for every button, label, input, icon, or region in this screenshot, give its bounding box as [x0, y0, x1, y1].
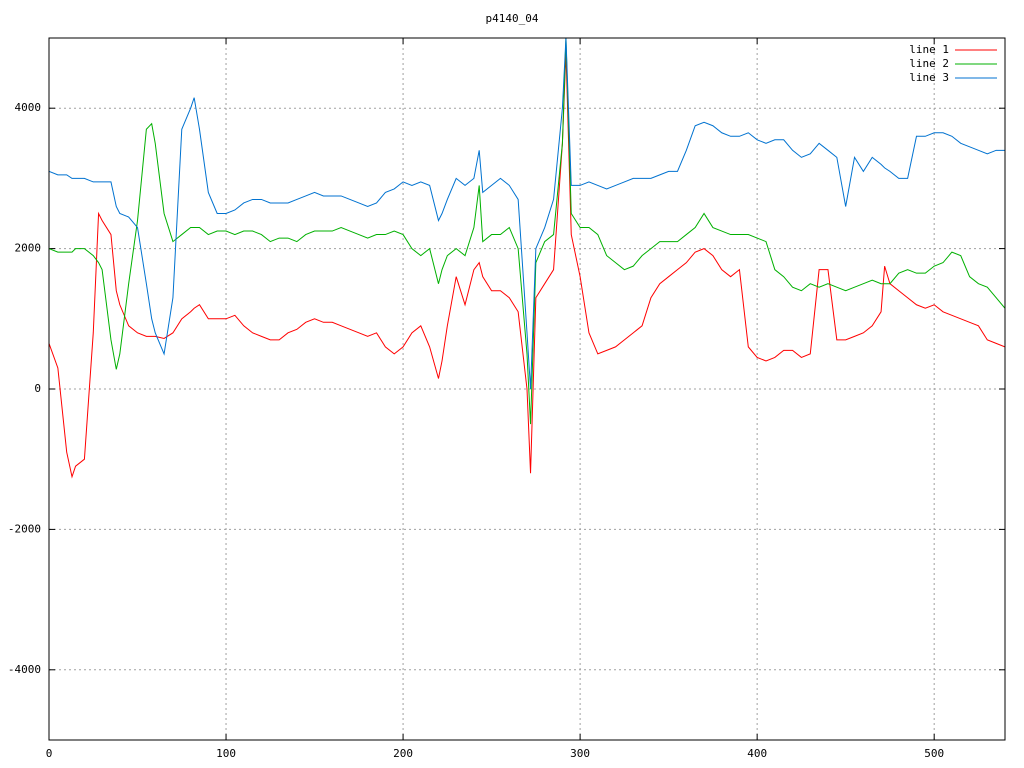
data-line: [49, 38, 1005, 425]
legend-label: line 3: [909, 71, 949, 84]
x-tick-label: 0: [46, 747, 53, 760]
y-tick-label: -4000: [8, 663, 41, 676]
y-tick-label: 4000: [15, 101, 42, 114]
x-tick-label: 200: [393, 747, 413, 760]
plot-area: [49, 38, 1005, 479]
data-line: [49, 38, 1005, 390]
y-tick-label: 0: [34, 382, 41, 395]
chart-title: p4140_04: [486, 12, 539, 25]
y-tick-label: 2000: [15, 242, 42, 255]
x-tick-label: 300: [570, 747, 590, 760]
x-tick-label: 100: [216, 747, 236, 760]
legend-label: line 1: [909, 43, 949, 56]
x-tick-label: 500: [924, 747, 944, 760]
plot-frame: [48, 37, 1006, 741]
legend-label: line 2: [909, 57, 949, 70]
y-tick-label: -2000: [8, 522, 41, 535]
x-tick-label: 400: [747, 747, 767, 760]
data-line: [49, 52, 1005, 479]
